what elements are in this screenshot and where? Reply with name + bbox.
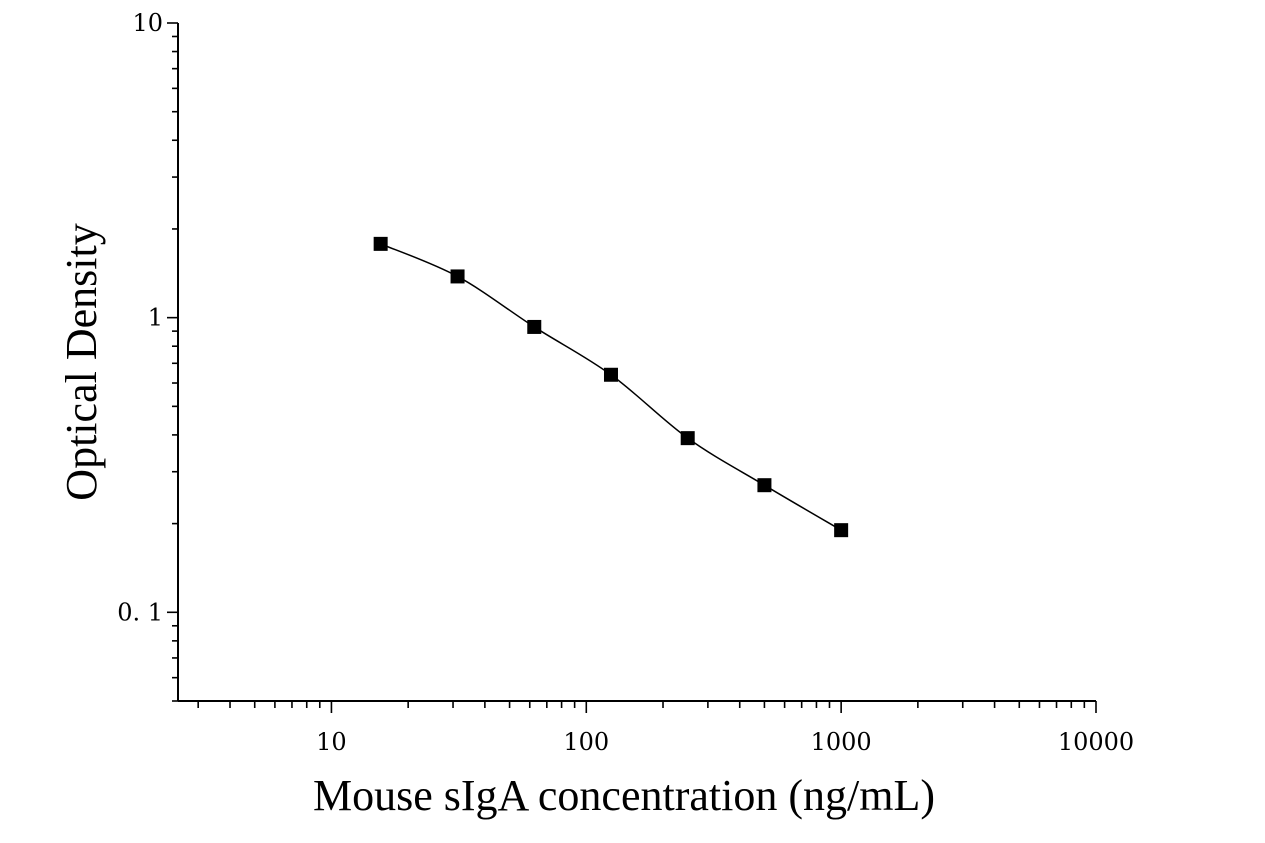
y-tick-label: 0. 1 <box>117 598 163 626</box>
data-point <box>757 478 772 493</box>
tick-labels: 10 100 1000 10000 0. 1 1 10 <box>117 9 1134 756</box>
y-tick-label: 10 <box>132 9 163 37</box>
x-tick-label: 10 <box>316 728 347 756</box>
ticks <box>167 22 1097 713</box>
y-tick-label: 1 <box>148 304 163 332</box>
x-tick-label: 1000 <box>811 728 872 756</box>
data-point <box>834 523 849 538</box>
data-markers <box>373 236 849 538</box>
x-tick-label: 100 <box>563 728 609 756</box>
data-point <box>527 319 542 334</box>
x-tick-label: 10000 <box>1058 728 1134 756</box>
data-point <box>450 269 465 284</box>
data-point <box>603 367 618 382</box>
fit-curve <box>380 243 842 531</box>
data-point <box>680 431 695 446</box>
y-axis-title: Optical Density <box>57 223 106 500</box>
axes <box>177 23 1096 702</box>
data-point <box>373 236 388 251</box>
x-axis-title: Mouse sIgA concentration (ng/mL) <box>313 771 935 820</box>
